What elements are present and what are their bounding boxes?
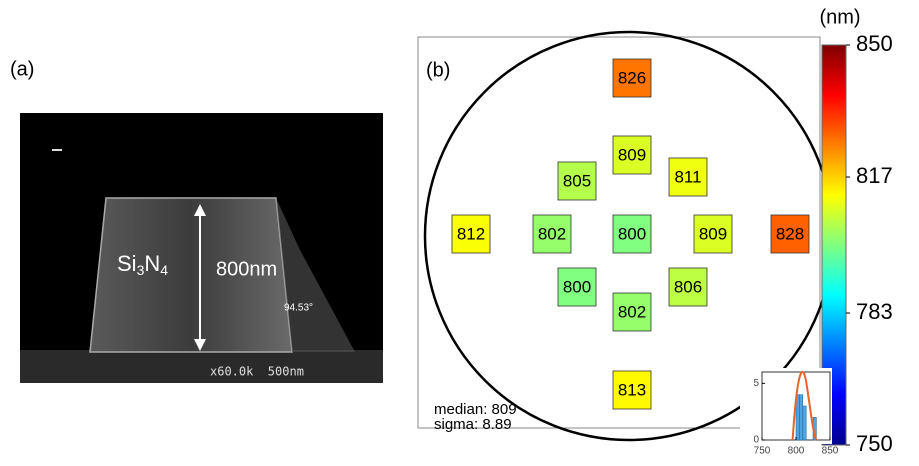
angle-label: 94.53° bbox=[284, 303, 313, 314]
colorbar-tick-label: 783 bbox=[856, 299, 893, 324]
inset-x-tick-label: 750 bbox=[754, 446, 771, 457]
sigma-label: sigma: 8.89 bbox=[434, 416, 512, 433]
site-value: 800 bbox=[618, 224, 646, 243]
site-value: 809 bbox=[618, 145, 646, 164]
figure: (a) Si3N4 800nm 94.53° x60.0k 500nm (b) … bbox=[0, 0, 919, 461]
histogram-bar bbox=[799, 395, 802, 440]
site-value: 802 bbox=[618, 302, 646, 321]
height-label: 800nm bbox=[216, 258, 277, 280]
site-value: 826 bbox=[618, 68, 646, 87]
colorbar-unit: (nm) bbox=[819, 6, 860, 28]
substrate bbox=[20, 350, 383, 383]
site-value: 806 bbox=[674, 277, 702, 296]
site-value: 809 bbox=[699, 224, 727, 243]
scale-label: x60.0k 500nm bbox=[210, 365, 304, 379]
colorbar-tick-label: 817 bbox=[856, 163, 893, 188]
site-value: 828 bbox=[776, 224, 804, 243]
panel-label: (b) bbox=[426, 59, 450, 81]
inset-x-tick-label: 800 bbox=[788, 446, 805, 457]
inset-y-tick-label: 5 bbox=[753, 378, 759, 389]
site-value: 813 bbox=[618, 380, 646, 399]
map-layer: 826 809 805 811 812 802 800 809 828 800 806 802 813 bbox=[452, 59, 809, 409]
site-value: 800 bbox=[563, 277, 591, 296]
site-value: 805 bbox=[563, 171, 591, 190]
colorbar-tick-label: 750 bbox=[856, 431, 893, 456]
inset-y-tick-label: 0 bbox=[753, 435, 759, 446]
site-value: 812 bbox=[457, 224, 485, 243]
site-value: 811 bbox=[674, 167, 701, 186]
site-value: 802 bbox=[538, 224, 566, 243]
inset-x-tick-label: 850 bbox=[822, 446, 839, 457]
histogram-bar bbox=[803, 406, 806, 440]
panel-label: (a) bbox=[10, 58, 34, 80]
colorbar-tick-label: 850 bbox=[856, 31, 893, 56]
